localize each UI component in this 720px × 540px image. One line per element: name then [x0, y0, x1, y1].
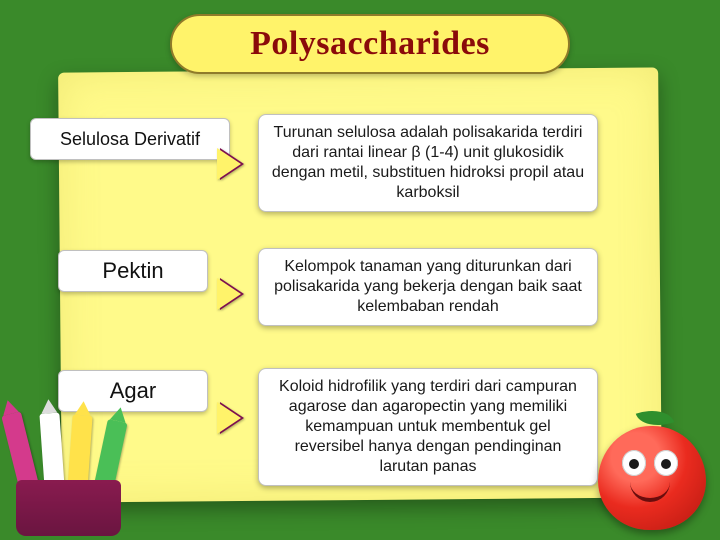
crayon-cup-icon [16, 480, 121, 536]
label-text: Pektin [102, 258, 163, 284]
desc-pektin: Kelompok tanaman yang diturunkan dari po… [258, 248, 598, 326]
desc-text: Turunan selulosa adalah polisakarida ter… [272, 124, 584, 201]
label-pektin: Pektin [58, 250, 208, 292]
label-selulosa-derivatif: Selulosa Derivatif [30, 118, 230, 160]
desc-text: Koloid hidrofilik yang terdiri dari camp… [279, 378, 577, 475]
arrow-icon [220, 148, 244, 180]
title-pill: Polysaccharides [170, 14, 570, 74]
crayons-decoration [4, 396, 154, 536]
label-text: Selulosa Derivatif [60, 129, 200, 150]
apple-eye-icon [654, 450, 678, 476]
arrow-icon [220, 278, 244, 310]
apple-eye-icon [622, 450, 646, 476]
desc-text: Kelompok tanaman yang diturunkan dari po… [274, 258, 582, 315]
desc-agar: Koloid hidrofilik yang terdiri dari camp… [258, 368, 598, 486]
desc-selulosa-derivatif: Turunan selulosa adalah polisakarida ter… [258, 114, 598, 212]
apple-character-decoration [592, 404, 712, 534]
arrow-icon [220, 402, 244, 434]
slide-title: Polysaccharides [250, 25, 490, 63]
apple-body-icon [598, 426, 706, 530]
